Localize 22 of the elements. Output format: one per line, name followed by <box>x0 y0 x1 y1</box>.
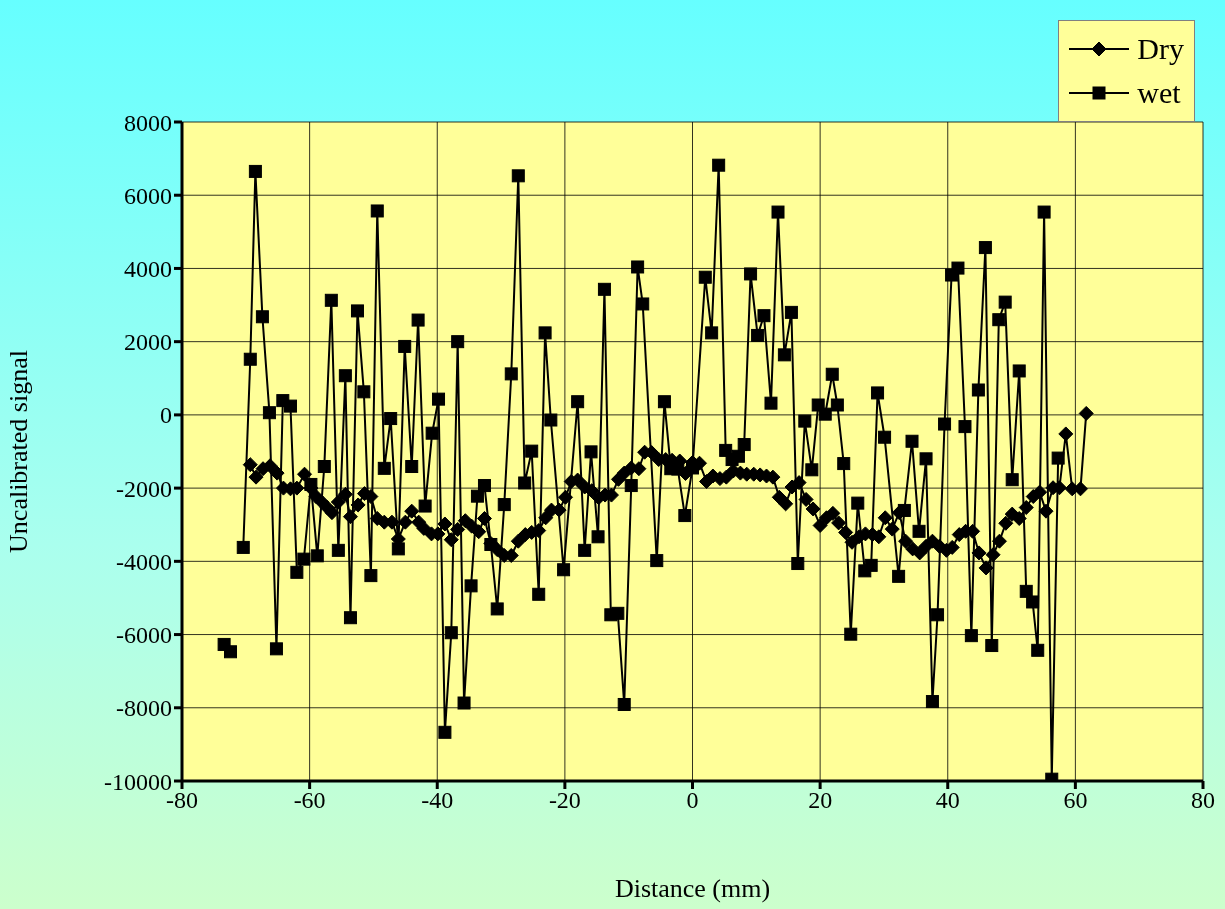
x-tick-label: -40 <box>421 787 454 814</box>
y-axis-title: Uncalibrated signal <box>4 350 34 553</box>
y-tick-label: -10000 <box>104 768 172 795</box>
x-tick-label: -60 <box>293 787 326 814</box>
y-tick-label: -4000 <box>116 548 172 575</box>
legend-label: Dry <box>1137 32 1184 66</box>
legend-label: wet <box>1137 76 1181 110</box>
y-tick-label: 8000 <box>124 109 172 136</box>
y-tick-label: 4000 <box>124 255 172 282</box>
y-tick-label: -8000 <box>116 695 172 722</box>
x-tick-label: 0 <box>686 787 699 814</box>
x-tick-label: -20 <box>548 787 581 814</box>
y-tick-label: 2000 <box>124 329 172 356</box>
x-tick-label: 40 <box>935 787 960 814</box>
x-tick-label: 20 <box>808 787 833 814</box>
x-tick-label: 60 <box>1063 787 1088 814</box>
y-tick-label: 0 <box>160 402 172 429</box>
x-axis-title: Distance (mm) <box>614 874 771 903</box>
y-tick-label: 6000 <box>124 182 172 209</box>
y-tick-label: -2000 <box>116 475 172 502</box>
x-tick-label: 80 <box>1191 787 1215 814</box>
y-tick-label: -6000 <box>116 622 172 649</box>
